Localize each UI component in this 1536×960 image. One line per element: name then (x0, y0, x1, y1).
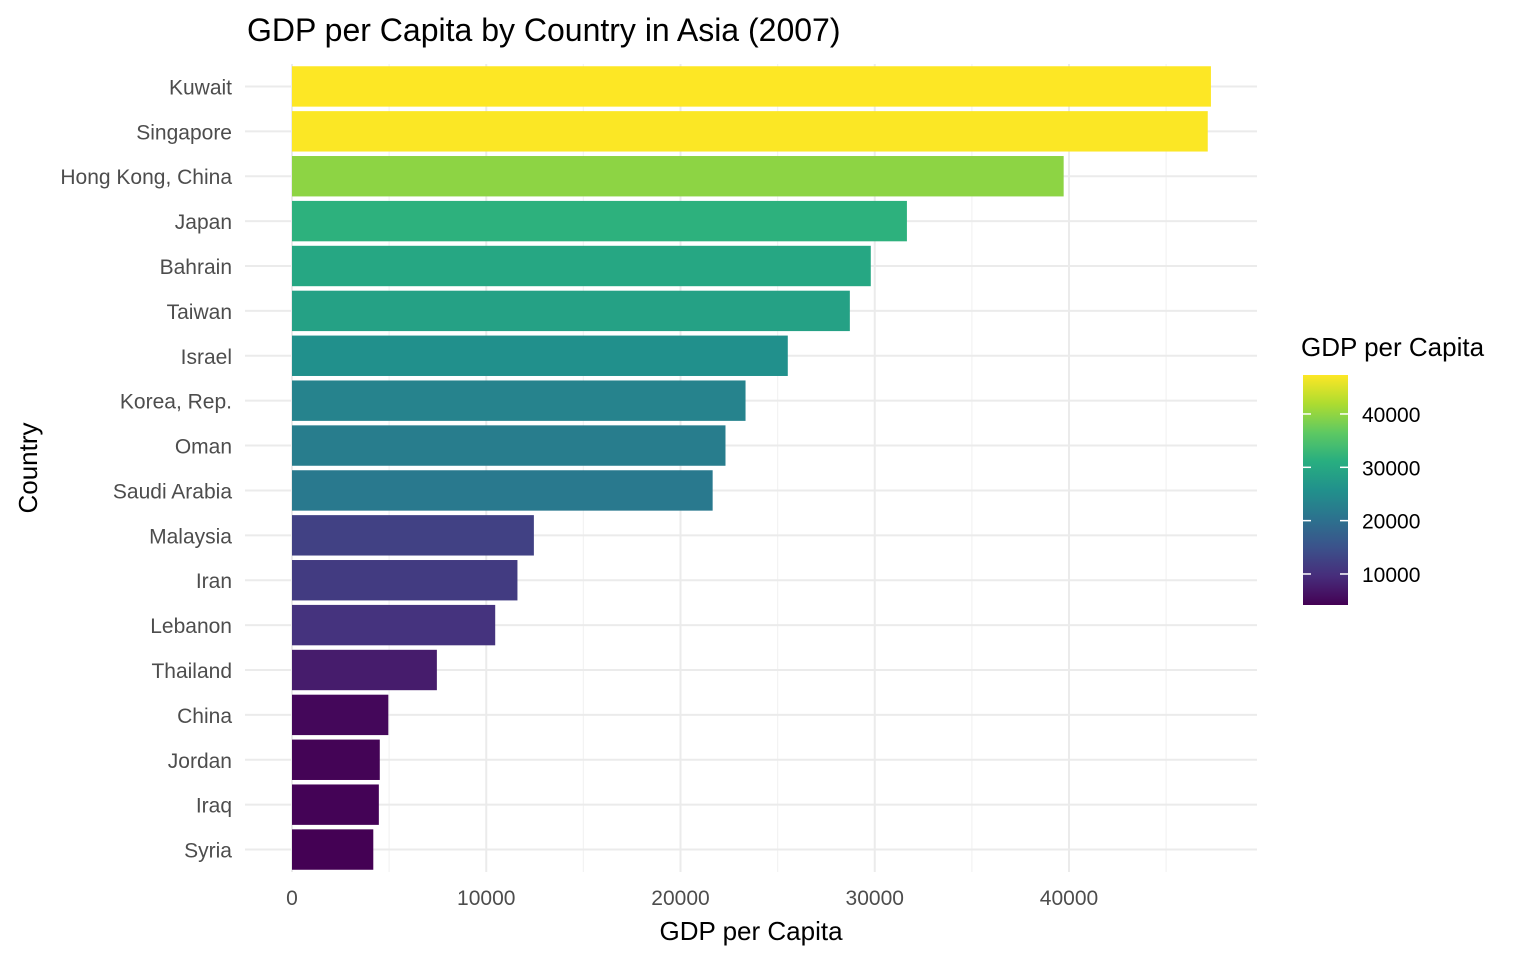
bar (292, 784, 379, 825)
bar (292, 200, 907, 242)
chart-title: GDP per Capita by Country in Asia (2007) (247, 12, 840, 48)
y-tick-label: Iraq (196, 795, 232, 818)
bar (292, 425, 726, 466)
legend-title: GDP per Capita (1301, 332, 1485, 362)
bar (292, 335, 788, 376)
legend-color-bar (1303, 375, 1348, 605)
y-axis-tick-labels: Kuwait Singapore Hong Kong, China Japan Bahr… (60, 76, 232, 862)
bar (292, 739, 380, 780)
legend-tick-label: 20000 (1362, 511, 1420, 534)
y-tick-label: Israel (181, 346, 232, 369)
bar (292, 380, 746, 421)
y-tick-label: Korea, Rep. (120, 391, 232, 414)
y-axis-title: Country (13, 422, 43, 513)
y-tick-label: Syria (184, 840, 232, 863)
bar (292, 290, 850, 332)
y-tick-label: Hong Kong, China (60, 166, 232, 189)
bar (292, 66, 1211, 107)
bar (292, 111, 1208, 152)
bars (292, 66, 1211, 870)
y-tick-label: Saudi Arabia (113, 480, 232, 503)
y-tick-label: Singapore (136, 121, 232, 144)
y-tick-label: Taiwan (167, 301, 232, 324)
bar (292, 604, 496, 646)
legend-tick-label: 30000 (1362, 457, 1420, 480)
legend-tick-label: 10000 (1362, 564, 1420, 587)
y-tick-label: Kuwait (169, 76, 232, 99)
y-tick-label: Lebanon (150, 615, 232, 638)
bar (292, 829, 374, 870)
x-tick-label: 20000 (651, 887, 709, 910)
y-tick-label: Malaysia (149, 525, 232, 548)
bar (292, 156, 1064, 197)
y-tick-label: Jordan (168, 750, 232, 773)
bar (292, 649, 437, 691)
bar (292, 694, 389, 736)
legend-tick-label: 40000 (1362, 404, 1420, 427)
y-tick-label: China (177, 705, 232, 728)
x-tick-label: 0 (286, 887, 298, 910)
bar (292, 560, 518, 601)
legend-ticks: 10000 20000 30000 40000 (1303, 404, 1420, 587)
bar (292, 515, 534, 556)
x-tick-label: 30000 (846, 887, 904, 910)
bar (292, 245, 871, 287)
x-tick-label: 40000 (1040, 887, 1098, 910)
x-tick-label: 10000 (457, 887, 515, 910)
y-tick-label: Bahrain (160, 256, 232, 279)
bar (292, 470, 713, 511)
y-tick-label: Oman (175, 436, 232, 459)
x-axis-tick-labels: 0 10000 20000 30000 40000 (286, 887, 1098, 910)
y-tick-label: Japan (175, 211, 232, 234)
y-tick-label: Thailand (151, 660, 232, 683)
legend: GDP per Capita 10000 20000 30000 40000 (1301, 332, 1485, 605)
y-tick-label: Iran (196, 570, 232, 593)
x-axis-title: GDP per Capita (659, 916, 843, 946)
